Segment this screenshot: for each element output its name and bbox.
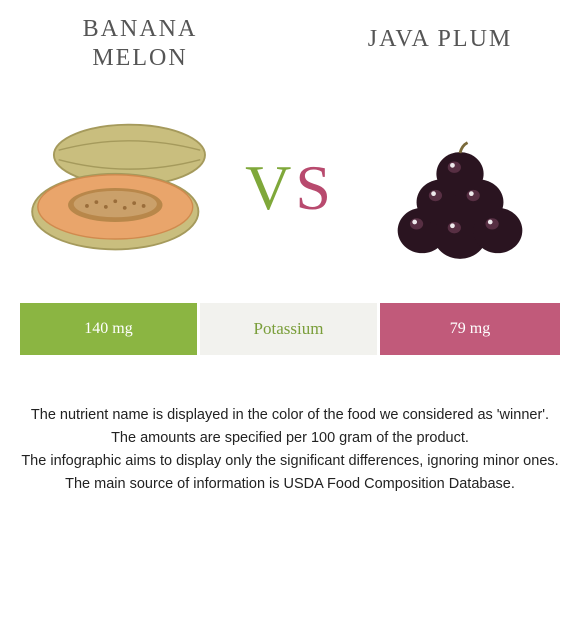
nutrient-label-text: Potassium bbox=[254, 319, 324, 339]
left-value-bar: 140 mg bbox=[20, 303, 200, 355]
right-title-text: Java plum bbox=[368, 26, 513, 52]
note-line-4: The main source of information is USDA F… bbox=[18, 474, 562, 495]
nutrient-bar: 140 mg Potassium 79 mg bbox=[20, 303, 560, 355]
left-food-title: Banana melon bbox=[40, 15, 240, 73]
note-line-3: The infographic aims to display only the… bbox=[18, 451, 562, 472]
vs-s: S bbox=[295, 152, 335, 223]
right-value-text: 79 mg bbox=[450, 320, 490, 338]
left-value-text: 140 mg bbox=[84, 320, 132, 338]
left-title-line2: melon bbox=[92, 45, 187, 71]
right-food-image bbox=[360, 98, 560, 278]
note-line-1: The nutrient name is displayed in the co… bbox=[18, 405, 562, 426]
nutrient-label-bar: Potassium bbox=[200, 303, 380, 355]
vs-v: V bbox=[245, 152, 295, 223]
plum-icon bbox=[365, 103, 555, 273]
footer-notes: The nutrient name is displayed in the co… bbox=[0, 405, 580, 495]
vs-row: VS bbox=[0, 83, 580, 293]
vs-label: VS bbox=[245, 151, 335, 225]
left-food-image bbox=[20, 98, 220, 278]
right-food-title: Java plum bbox=[340, 15, 540, 54]
left-title-line1: Banana bbox=[83, 16, 198, 42]
melon-icon bbox=[25, 103, 215, 273]
note-line-2: The amounts are specified per 100 gram o… bbox=[18, 428, 562, 449]
header: Banana melon Java plum bbox=[0, 0, 580, 83]
right-value-bar: 79 mg bbox=[380, 303, 560, 355]
